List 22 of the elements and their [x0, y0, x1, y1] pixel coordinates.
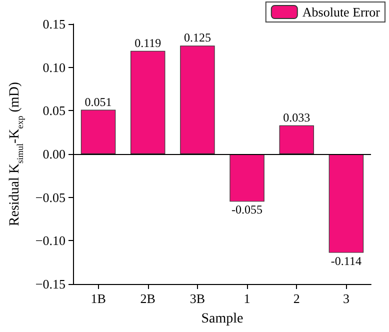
- data-label: 0.125: [184, 30, 211, 45]
- y-axis-title: Residual Ksimul-Kexp (mD): [8, 82, 25, 226]
- data-label: 0.051: [84, 94, 112, 109]
- y-tick-label: −0.15: [35, 276, 66, 292]
- y-tick-label: 0.05: [42, 103, 66, 118]
- y-tick-label: 0.00: [42, 146, 66, 162]
- data-label: -0.055: [232, 202, 263, 217]
- data-label: -0.114: [330, 254, 362, 268]
- x-tick-label: 2B: [140, 291, 156, 306]
- x-tick-label: 3B: [190, 291, 206, 306]
- legend-label: Absolute Error: [302, 4, 381, 20]
- x-axis-title: Sample: [201, 312, 244, 326]
- x-tick-label: 1B: [90, 291, 106, 306]
- data-label: 0.119: [134, 36, 162, 50]
- y-tick-label: −0.10: [35, 233, 66, 248]
- x-tick-label: 1: [244, 291, 250, 306]
- y-tick-label: 0.10: [42, 60, 66, 75]
- data-label: 0.033: [283, 110, 310, 124]
- y-tick-label: 0.15: [42, 16, 66, 32]
- x-tick-label: 3: [342, 291, 350, 306]
- x-tick-label: 2: [293, 291, 300, 306]
- y-tick-label: −0.05: [35, 190, 66, 205]
